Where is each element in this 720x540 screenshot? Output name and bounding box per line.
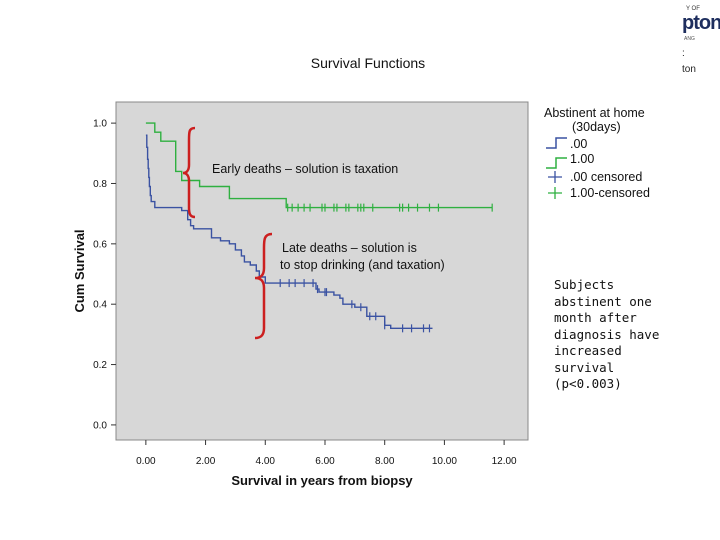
legend-entry-0: .00 bbox=[570, 137, 587, 151]
legend-title-line2: (30days) bbox=[572, 120, 621, 134]
x-axis-label: Survival in years from biopsy bbox=[231, 473, 413, 488]
logo-line-top: Y OF bbox=[686, 6, 700, 12]
logo-line-bottom: ton bbox=[682, 64, 696, 74]
university-logo: Y OF pton ANG : ton bbox=[672, 4, 720, 74]
y-axis: 0.0 0.2 0.4 0.6 0.8 1.0 bbox=[93, 119, 116, 431]
x-tick-label-2: 4.00 bbox=[256, 456, 276, 467]
late-deaths-brace bbox=[254, 232, 273, 340]
legend-title-line1: Abstinent at home bbox=[544, 106, 645, 120]
y-tick-label-1: 0.2 bbox=[93, 360, 107, 371]
legend-swatch-series-0 bbox=[546, 137, 567, 149]
side-note: Subjects abstinent one month after diagn… bbox=[554, 277, 660, 391]
logo-word: pton bbox=[682, 12, 720, 34]
chart-title: Survival Functions bbox=[311, 55, 425, 71]
legend-swatch-series-1 bbox=[546, 157, 567, 169]
plot-area bbox=[115, 101, 529, 441]
x-tick-label-3: 6.00 bbox=[315, 456, 335, 467]
x-tick-label-5: 10.00 bbox=[432, 456, 457, 467]
legend-entry-3: 1.00-censored bbox=[570, 186, 650, 200]
series-group bbox=[145, 122, 493, 333]
early-deaths-brace bbox=[182, 126, 196, 219]
y-tick-label-0: 0.0 bbox=[93, 420, 107, 431]
x-tick-label-6: 12.00 bbox=[492, 456, 517, 467]
legend: Abstinent at home (30days) .00 1.00 .00 … bbox=[544, 106, 650, 200]
legend-entry-1: 1.00 bbox=[570, 152, 594, 166]
y-tick-label-4: 0.8 bbox=[93, 179, 107, 190]
legend-censor-marker-0 bbox=[548, 171, 562, 183]
survival-curve-series-0 bbox=[145, 134, 433, 329]
y-tick-label-3: 0.6 bbox=[93, 239, 107, 250]
logo-line-colon: : bbox=[682, 48, 685, 59]
x-tick-label-4: 8.00 bbox=[375, 456, 395, 467]
legend-entry-2: .00 censored bbox=[570, 170, 642, 184]
early-deaths-annotation: Early deaths – solution is taxation bbox=[212, 162, 398, 176]
x-axis: 0.00 2.00 4.00 6.00 8.00 10.00 12.00 bbox=[136, 440, 517, 467]
late-deaths-annotation-line1: Late deaths – solution is bbox=[282, 241, 417, 255]
logo-line-small: ANG bbox=[684, 36, 695, 42]
y-axis-label: Cum Survival bbox=[72, 229, 87, 312]
late-deaths-annotation-line2: to stop drinking (and taxation) bbox=[280, 258, 445, 272]
x-tick-label-0: 0.00 bbox=[136, 456, 156, 467]
legend-censor-marker-1 bbox=[548, 187, 562, 199]
x-tick-label-1: 2.00 bbox=[196, 456, 216, 467]
y-tick-label-5: 1.0 bbox=[93, 119, 107, 130]
survival-curve-series-1 bbox=[145, 122, 493, 209]
y-tick-label-2: 0.4 bbox=[93, 300, 107, 311]
